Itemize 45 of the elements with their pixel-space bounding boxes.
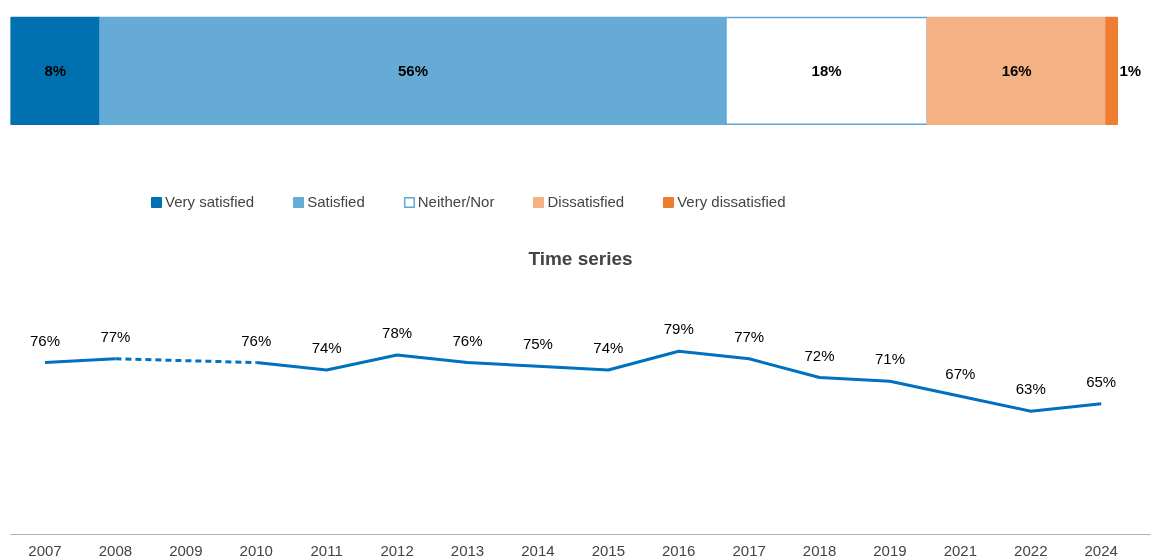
data-label: 72% bbox=[804, 346, 835, 364]
x-tick-label: 2009 bbox=[169, 541, 203, 558]
x-tick-label: 2024 bbox=[1084, 541, 1118, 558]
chart-title: Time series bbox=[528, 247, 633, 269]
data-label: 74% bbox=[311, 339, 342, 357]
bar bbox=[10, 16, 101, 125]
x-tick-label: 2015 bbox=[591, 541, 625, 558]
x-tick-label: 2008 bbox=[98, 541, 133, 558]
x-tick-label: 2017 bbox=[732, 541, 766, 558]
x-tick-label: 2007 bbox=[28, 541, 62, 558]
x-tick-label: 2010 bbox=[239, 541, 273, 558]
x-tick-label: 2021 bbox=[943, 541, 978, 558]
legend-label: Very dissatisfied bbox=[677, 193, 786, 210]
legend-label: Dissatisfied bbox=[547, 193, 625, 210]
data-label: 77% bbox=[100, 327, 131, 345]
data-label: 8% bbox=[44, 62, 67, 80]
legend-label: Satisfied bbox=[307, 193, 365, 210]
bar bbox=[1105, 16, 1119, 125]
data-label: 76% bbox=[29, 331, 61, 349]
data-label: 67% bbox=[945, 365, 976, 383]
data-label: 71% bbox=[874, 350, 905, 368]
data-label: 18% bbox=[811, 62, 842, 80]
data-label: 76% bbox=[241, 331, 272, 349]
x-tick-label: 2016 bbox=[662, 541, 696, 558]
data-label: 56% bbox=[397, 62, 428, 80]
data-label: 77% bbox=[734, 327, 765, 345]
x-tick-label: 2012 bbox=[380, 541, 414, 558]
data-label: 65% bbox=[1086, 372, 1117, 390]
x-tick-label: 2018 bbox=[802, 541, 837, 558]
data-label: 75% bbox=[522, 335, 553, 353]
legend-label: Neither/Nor bbox=[417, 193, 495, 210]
x-tick-label: 2013 bbox=[450, 541, 485, 558]
data-label: 74% bbox=[593, 339, 624, 357]
x-tick-label: 2014 bbox=[521, 541, 555, 558]
data-label: 78% bbox=[382, 324, 413, 342]
x-tick-label: 2011 bbox=[310, 541, 343, 558]
data-label: 79% bbox=[663, 320, 694, 338]
data-label: 63% bbox=[1015, 380, 1046, 398]
x-tick-label: 2019 bbox=[873, 541, 907, 558]
data-label: 1% bbox=[1119, 62, 1142, 80]
x-tick-label: 2022 bbox=[1014, 541, 1048, 558]
legend-label: Very satisfied bbox=[165, 193, 255, 210]
data-label: 76% bbox=[452, 331, 483, 349]
bar bbox=[926, 16, 1107, 125]
data-label: 16% bbox=[1001, 62, 1032, 80]
